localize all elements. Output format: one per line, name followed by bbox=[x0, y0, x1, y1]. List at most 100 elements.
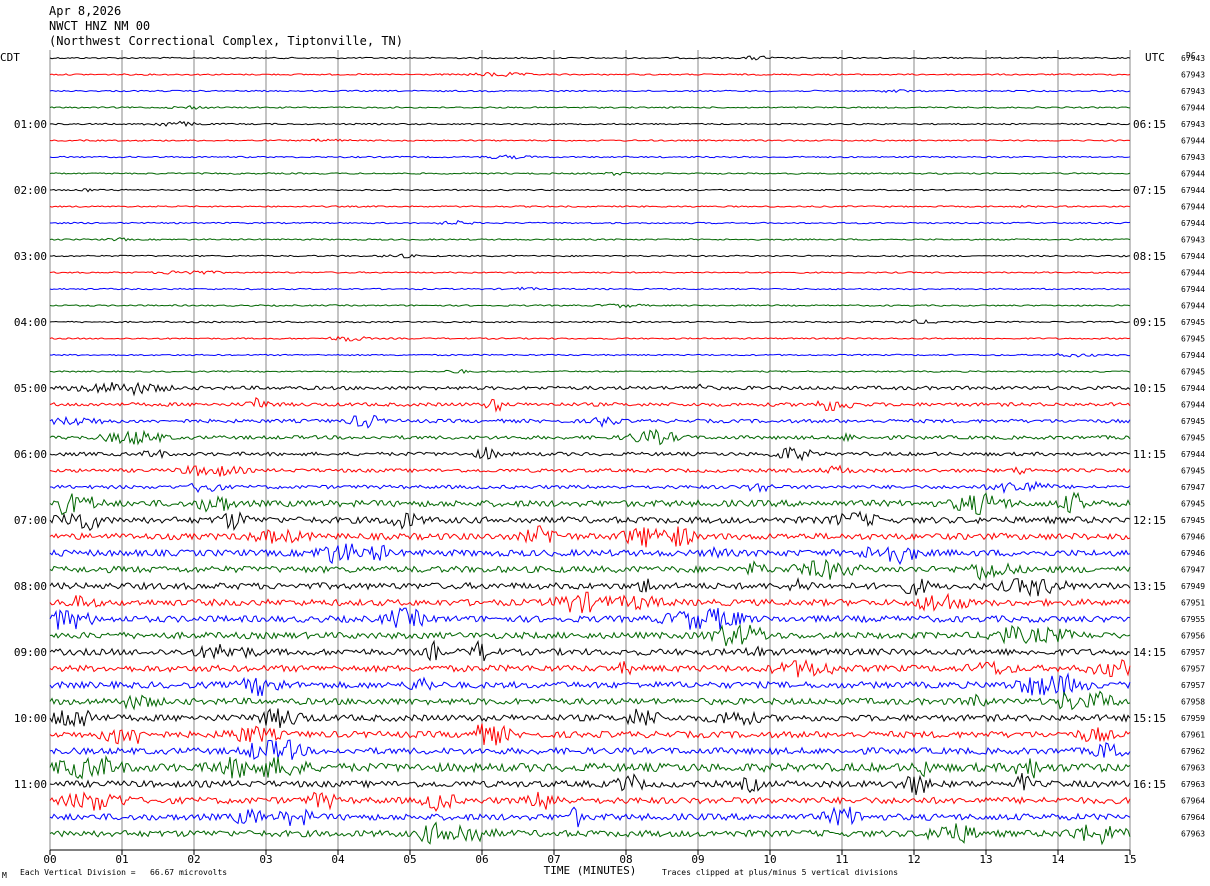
dc-offset-label: 67955 bbox=[1181, 615, 1205, 624]
x-tick-label: 15 bbox=[1123, 853, 1136, 866]
trace-line bbox=[49, 154, 1131, 160]
dc-offset-label: 67943 bbox=[1181, 120, 1205, 129]
x-tick-label: 01 bbox=[115, 853, 128, 866]
dc-offset-label: 67944 bbox=[1181, 450, 1205, 459]
trace-line bbox=[49, 772, 1131, 796]
trace-line bbox=[49, 739, 1131, 760]
trace-line bbox=[49, 791, 1131, 812]
left-hour-label: 10:00 bbox=[14, 712, 47, 725]
trace-line bbox=[49, 237, 1131, 242]
x-tick-label: 12 bbox=[907, 853, 920, 866]
dc-offset-label: 67945 bbox=[1181, 318, 1205, 327]
trace-line bbox=[49, 690, 1131, 711]
dc-offset-label: 67963 bbox=[1181, 780, 1205, 789]
trace-line bbox=[49, 335, 1131, 342]
trace-line bbox=[49, 672, 1131, 697]
trace-line bbox=[49, 623, 1131, 647]
trace-line bbox=[49, 577, 1131, 598]
x-tick-label: 10 bbox=[763, 853, 776, 866]
left-hour-label: 07:00 bbox=[14, 514, 47, 527]
right-hour-label: 06:15 bbox=[1133, 118, 1166, 131]
trace-line bbox=[49, 138, 1131, 142]
x-tick-label: 06 bbox=[475, 853, 488, 866]
left-hour-label: 03:00 bbox=[14, 250, 47, 263]
dc-offset-label: 67949 bbox=[1181, 582, 1205, 591]
trace-line bbox=[49, 368, 1131, 375]
scale-note: Each Vertical Division = 66.67 microvolt… bbox=[20, 868, 228, 877]
dc-offset-label: 67945 bbox=[1181, 368, 1205, 377]
dc-offset-label: 67944 bbox=[1181, 401, 1205, 410]
dc-offset-label: 67944 bbox=[1181, 170, 1205, 179]
dc-offset-label: 67946 bbox=[1181, 549, 1205, 558]
trace-line bbox=[49, 270, 1131, 275]
trace-line bbox=[49, 352, 1130, 358]
trace-line bbox=[49, 55, 1131, 61]
dc-offset-label: 67944 bbox=[1181, 269, 1205, 278]
right-hour-label: 08:15 bbox=[1133, 250, 1166, 263]
trace-line bbox=[49, 525, 1131, 548]
trace-line bbox=[49, 89, 1131, 93]
trace-line bbox=[49, 319, 1131, 324]
dc-offset-label: 67957 bbox=[1181, 665, 1205, 674]
trace-line bbox=[49, 105, 1131, 110]
x-tick-label: 11 bbox=[835, 853, 848, 866]
dc-offset-label: 67943 bbox=[1181, 153, 1205, 162]
dc-offset-label: 67944 bbox=[1181, 285, 1205, 294]
trace-line bbox=[49, 607, 1131, 630]
trace-line bbox=[49, 120, 1131, 127]
left-hour-label: 05:00 bbox=[14, 382, 47, 395]
trace-line bbox=[49, 381, 1131, 397]
dc-offset-label: 67951 bbox=[1181, 599, 1205, 608]
dc-offset-label: 67945 bbox=[1181, 335, 1205, 344]
dc-offset-label: 67944 bbox=[1181, 384, 1205, 393]
dc-offset-label: 67944 bbox=[1181, 219, 1205, 228]
right-hour-label: 13:15 bbox=[1133, 580, 1166, 593]
trace-line bbox=[49, 543, 1131, 565]
trace-line bbox=[49, 204, 1131, 209]
right-hour-label: 07:15 bbox=[1133, 184, 1166, 197]
trace-line bbox=[49, 806, 1131, 828]
trace-line bbox=[49, 821, 1131, 846]
trace-line bbox=[50, 219, 1131, 225]
left-hour-label: 09:00 bbox=[14, 646, 47, 659]
header-location: (Northwest Correctional Complex, Tiptonv… bbox=[49, 34, 404, 48]
right-hour-label: 09:15 bbox=[1133, 316, 1166, 329]
dc-offset-label: 67943 bbox=[1181, 87, 1205, 96]
dc-offset-label: 67944 bbox=[1181, 203, 1205, 212]
trace-line bbox=[49, 558, 1131, 582]
dc-offset-label: 67945 bbox=[1181, 417, 1205, 426]
dc-offset-label: 67943 bbox=[1181, 71, 1205, 80]
x-tick-label: 14 bbox=[1051, 853, 1065, 866]
x-tick-label: 13 bbox=[979, 853, 992, 866]
dc-offset-label: 67944 bbox=[1181, 252, 1205, 261]
dc-offset-label: 67946 bbox=[1181, 533, 1205, 542]
trace-line bbox=[49, 303, 1131, 309]
left-timezone-label: CDT bbox=[0, 51, 20, 64]
left-hour-label: 04:00 bbox=[14, 316, 47, 329]
left-hour-label: 08:00 bbox=[14, 580, 47, 593]
dc-offset-label: 67947 bbox=[1181, 566, 1205, 575]
dc-offset-label: 67964 bbox=[1181, 813, 1205, 822]
dc-offset-label: 67963 bbox=[1181, 764, 1205, 773]
dc-offset-label: 67944 bbox=[1181, 186, 1205, 195]
dc-offset-label: 67943 bbox=[1181, 236, 1205, 245]
dc-offset-label: 67959 bbox=[1181, 714, 1205, 723]
right-hour-label: 14:15 bbox=[1133, 646, 1166, 659]
trace-group bbox=[49, 55, 1131, 846]
trace-line bbox=[49, 428, 1131, 446]
trace-line bbox=[49, 639, 1131, 662]
dc-offset-label: 67958 bbox=[1181, 698, 1205, 707]
dc-offset-label: 67956 bbox=[1181, 632, 1205, 641]
dc-offset-label: 67944 bbox=[1181, 302, 1205, 311]
x-axis-title: TIME (MINUTES) bbox=[544, 864, 637, 877]
trace-line bbox=[50, 480, 1131, 494]
dc-offset-label: 67943 bbox=[1181, 54, 1205, 63]
trace-line bbox=[49, 510, 1131, 532]
dc-offset-label: 67957 bbox=[1181, 681, 1205, 690]
trace-line bbox=[49, 188, 1131, 193]
left-hour-label: 02:00 bbox=[14, 184, 47, 197]
x-tick-label: 08 bbox=[619, 853, 632, 866]
trace-line bbox=[49, 708, 1131, 728]
dc-offset-label: 67962 bbox=[1181, 747, 1205, 756]
